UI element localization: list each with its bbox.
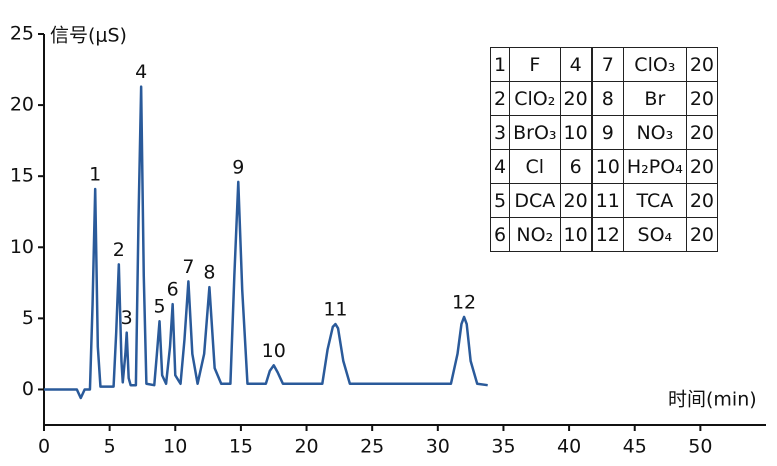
peak-label: 2 xyxy=(113,239,125,261)
x-tick-label: 15 xyxy=(229,436,253,458)
y-axis-label: 信号(μS) xyxy=(50,25,127,47)
x-tick-label: 35 xyxy=(491,436,515,458)
table-cell: 20 xyxy=(685,149,719,184)
peak-label: 6 xyxy=(167,279,179,301)
peak-label: 12 xyxy=(452,291,476,313)
table-cell: 12 xyxy=(590,217,624,252)
table-cell: 10 xyxy=(559,115,593,150)
table-cell: ClO₃ xyxy=(622,47,687,82)
x-tick-label: 10 xyxy=(163,436,187,458)
peak-label: 8 xyxy=(203,262,215,284)
peak-label: 4 xyxy=(135,61,147,83)
table-cell: DCA xyxy=(509,183,561,218)
table-cell: 4 xyxy=(559,47,593,82)
y-tick-label: 0 xyxy=(22,378,34,400)
x-tick-label: 50 xyxy=(688,436,712,458)
y-tick-label: 5 xyxy=(22,307,34,329)
table-cell: H₂PO₄ xyxy=(622,149,687,184)
x-axis-label: 时间(min) xyxy=(668,389,757,411)
peak-label: 7 xyxy=(182,256,194,278)
table-row: 1 F 4 7 ClO₃ 20 xyxy=(489,47,719,82)
table-cell: F xyxy=(509,47,561,82)
table-cell: NO₃ xyxy=(622,115,687,150)
table-cell: 7 xyxy=(590,47,624,82)
x-tick-label: 30 xyxy=(426,436,450,458)
table-cell: NO₂ xyxy=(509,217,561,252)
table-row: 5 DCA 20 11 TCA 20 xyxy=(489,183,719,218)
table-row: 4 Cl 6 10 H₂PO₄ 20 xyxy=(489,149,719,184)
table-cell: 4 xyxy=(489,149,511,184)
table-cell: 20 xyxy=(685,47,719,82)
x-tick-label: 45 xyxy=(623,436,647,458)
peak-table: 1 F 4 7 ClO₃ 20 2 ClO₂ 20 8 Br 20 3 BrO₃ 10 9 NO₃ 20 4 Cl 6 1… xyxy=(489,47,719,252)
table-cell: 6 xyxy=(489,217,511,252)
table-cell: SO₄ xyxy=(622,217,687,252)
table-cell: 20 xyxy=(685,115,719,150)
y-tick-label: 25 xyxy=(10,23,34,45)
table-cell: 20 xyxy=(685,217,719,252)
x-tick-label: 20 xyxy=(294,436,318,458)
table-cell: 10 xyxy=(590,149,624,184)
y-tick-label: 10 xyxy=(10,236,34,258)
y-tick-label: 15 xyxy=(10,165,34,187)
x-tick-label: 0 xyxy=(38,436,50,458)
table-cell: 9 xyxy=(590,115,624,150)
peak-label: 1 xyxy=(89,163,101,185)
peak-label: 9 xyxy=(232,156,244,178)
y-tick-label: 20 xyxy=(10,94,34,116)
table-row: 3 BrO₃ 10 9 NO₃ 20 xyxy=(489,115,719,150)
table-cell: 5 xyxy=(489,183,511,218)
peak-label: 11 xyxy=(323,299,347,321)
table-cell: 20 xyxy=(685,183,719,218)
table-cell: 6 xyxy=(559,149,593,184)
table-cell: TCA xyxy=(622,183,687,218)
table-cell: Br xyxy=(622,81,687,116)
table-cell: 20 xyxy=(559,81,593,116)
table-cell: ClO₂ xyxy=(509,81,561,116)
peak-label: 10 xyxy=(262,340,286,362)
table-cell: 10 xyxy=(559,217,593,252)
peak-label: 3 xyxy=(121,307,133,329)
chromatogram-trace xyxy=(44,85,488,400)
table-cell: 3 xyxy=(489,115,511,150)
table-cell: 1 xyxy=(489,47,511,82)
x-tick-label: 5 xyxy=(104,436,116,458)
table-cell: 20 xyxy=(685,81,719,116)
table-cell: 2 xyxy=(489,81,511,116)
table-row: 6 NO₂ 10 12 SO₄ 20 xyxy=(489,217,719,252)
table-cell: Cl xyxy=(509,149,561,184)
table-cell: 20 xyxy=(559,183,593,218)
table-cell: 8 xyxy=(590,81,624,116)
table-cell: BrO₃ xyxy=(509,115,561,150)
peak-label: 5 xyxy=(153,296,165,318)
x-tick-label: 40 xyxy=(557,436,581,458)
x-tick-label: 25 xyxy=(360,436,384,458)
table-cell: 11 xyxy=(590,183,624,218)
table-row: 2 ClO₂ 20 8 Br 20 xyxy=(489,81,719,116)
